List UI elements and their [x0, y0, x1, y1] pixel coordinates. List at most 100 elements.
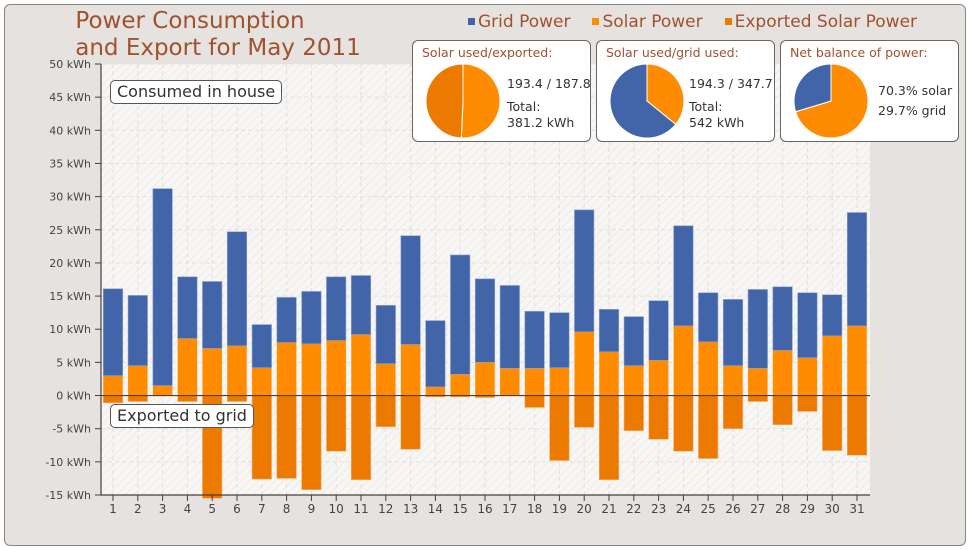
bar-exported-day-31 — [846, 395, 868, 456]
legend-item-exported-solar-power[interactable]: Exported Solar Power — [724, 12, 918, 32]
bar-grid-day-29 — [797, 292, 818, 359]
y-tick-label: -10 kWh — [45, 456, 91, 469]
bar-solar-day-12 — [376, 363, 396, 396]
bar-grid-day-1 — [102, 288, 124, 376]
x-tick-label: 25 — [701, 502, 716, 516]
x-tick-label: 23 — [651, 502, 666, 516]
y-tick-label: 15 kWh — [49, 290, 91, 303]
bar-exported-day-26 — [722, 395, 744, 429]
bar-grid-day-10 — [326, 276, 347, 341]
bar-grid-day-2 — [127, 295, 148, 367]
pie-slice-grid-used — [609, 63, 677, 139]
y-tick-label: 50 kWh — [49, 58, 91, 71]
bar-exported-day-12 — [375, 395, 396, 428]
x-tick-label: 30 — [825, 502, 840, 516]
bar-grid-day-19 — [549, 312, 570, 368]
bar-grid-day-26 — [722, 299, 744, 366]
legend-item-grid-power[interactable]: Grid Power — [468, 12, 570, 32]
bar-exported-day-8 — [276, 395, 297, 479]
bar-grid-day-23 — [648, 300, 669, 361]
bar-grid-day-28 — [772, 286, 793, 351]
bar-solar-day-30 — [822, 335, 842, 396]
summary-line-2: 29.7% grid — [878, 103, 947, 118]
bar-exported-day-30 — [822, 395, 843, 451]
bar-grid-day-13 — [400, 235, 421, 345]
y-tick-label: 10 kWh — [49, 323, 91, 336]
bar-exported-day-18 — [524, 395, 545, 408]
bar-exported-day-29 — [797, 395, 818, 412]
summary-box-solar-used-grid-used: Solar used/grid used: 194.3 / 347.7 Tota… — [596, 40, 775, 142]
bar-exported-day-10 — [326, 395, 347, 452]
bar-solar-day-29 — [797, 357, 818, 396]
x-tick-label: 19 — [552, 502, 567, 516]
bar-exported-day-22 — [623, 395, 644, 431]
x-tick-label: 1 — [109, 502, 117, 516]
bar-solar-day-15 — [450, 374, 470, 396]
x-tick-label: 18 — [527, 502, 542, 516]
summary-line-1: 194.3 / 347.7 — [689, 76, 773, 91]
summary-line-2: Total: — [689, 99, 723, 114]
legend-label: Solar Power — [602, 12, 703, 32]
annotation-consumed-in-house: Consumed in house — [110, 80, 283, 104]
x-tick-label: 11 — [353, 502, 368, 516]
x-tick-label: 21 — [601, 502, 616, 516]
bar-grid-day-15 — [450, 254, 471, 375]
x-tick-label: 24 — [676, 502, 691, 516]
x-tick-label: 8 — [283, 502, 291, 516]
bar-exported-day-28 — [772, 395, 793, 426]
bar-solar-day-8 — [276, 342, 297, 396]
bar-exported-day-21 — [598, 395, 620, 481]
bar-solar-day-26 — [723, 365, 743, 396]
summary-line-1: 70.3% solar — [878, 83, 953, 98]
bar-grid-day-4 — [177, 276, 198, 339]
bar-exported-day-11 — [350, 395, 372, 481]
bar-exported-day-1 — [102, 395, 124, 404]
bar-solar-day-6 — [227, 345, 247, 396]
legend-swatch-exported — [724, 17, 732, 25]
bar-solar-day-21 — [599, 351, 619, 396]
chart-title-line-2: and Export for May 2011 — [75, 35, 361, 61]
bar-grid-day-18 — [524, 311, 545, 369]
legend-swatch-solar — [592, 17, 600, 25]
bar-solar-day-10 — [326, 340, 346, 396]
y-tick-label: 20 kWh — [49, 257, 91, 270]
summary-line-3: 542 kWh — [689, 115, 745, 130]
summary-line-3: 381.2 kWh — [507, 115, 575, 130]
x-tick-label: 3 — [159, 502, 167, 516]
x-tick-label: 22 — [626, 502, 641, 516]
y-tick-label: 40 kWh — [49, 124, 91, 137]
bar-solar-day-16 — [475, 362, 495, 396]
pie-slice-solar-used — [646, 63, 685, 126]
x-tick-label: 4 — [184, 502, 192, 516]
bar-grid-day-27 — [747, 289, 768, 369]
bar-exported-day-6 — [226, 395, 248, 402]
bar-solar-day-19 — [549, 367, 570, 396]
summary-box-title: Solar used/exported: — [422, 45, 553, 60]
x-tick-label: 6 — [233, 502, 241, 516]
legend-item-solar-power[interactable]: Solar Power — [592, 12, 703, 32]
bar-solar-day-25 — [698, 341, 718, 396]
bar-solar-day-2 — [128, 365, 148, 396]
bar-solar-day-28 — [772, 350, 793, 396]
x-tick-label: 7 — [258, 502, 266, 516]
bar-solar-day-7 — [252, 367, 272, 396]
pie-chart-solar-used-exported — [425, 63, 501, 139]
bar-grid-day-24 — [673, 225, 694, 327]
x-tick-label: 26 — [725, 502, 740, 516]
bar-solar-day-13 — [400, 344, 421, 396]
bar-grid-day-9 — [301, 291, 322, 345]
bar-solar-day-31 — [847, 325, 867, 396]
legend-label: Exported Solar Power — [734, 12, 918, 32]
y-tick-label: -5 kWh — [52, 423, 91, 436]
summary-box-title: Net balance of power: — [790, 45, 928, 60]
bar-solar-day-20 — [574, 331, 594, 396]
bar-grid-day-30 — [822, 294, 843, 337]
bar-solar-day-4 — [177, 338, 198, 396]
bar-solar-day-22 — [624, 365, 644, 396]
bar-solar-day-11 — [351, 334, 371, 396]
x-tick-label: 17 — [502, 502, 517, 516]
x-tick-label: 13 — [403, 502, 418, 516]
x-tick-label: 10 — [329, 502, 344, 516]
bar-exported-day-27 — [747, 395, 768, 402]
x-tick-label: 29 — [800, 502, 815, 516]
